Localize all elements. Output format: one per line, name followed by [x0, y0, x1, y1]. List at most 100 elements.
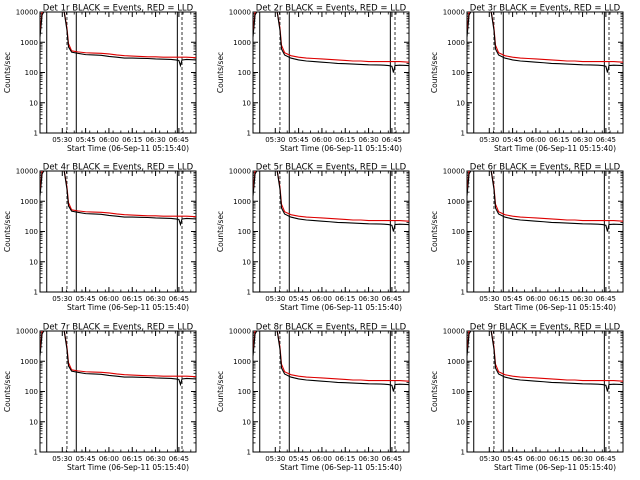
y-tick-label: 1 — [461, 130, 465, 138]
y-tick-label: 10000 — [16, 9, 38, 17]
y-tick-label: 10 — [29, 418, 38, 426]
x-tick-label: 06:30 — [358, 455, 378, 463]
x-tick-label: 05:30 — [52, 455, 72, 463]
events-rate-line — [467, 171, 623, 232]
panel-title: Det 5r BLACK = Events, RED = LLD — [256, 163, 407, 173]
y-tick-label: 100 — [25, 388, 38, 396]
events-rate-line — [467, 12, 623, 73]
x-tick-label: 06:15 — [549, 295, 569, 303]
y-tick-label: 10 — [29, 99, 38, 107]
y-tick-label: 1 — [461, 289, 465, 297]
x-tick-label: 05:45 — [76, 455, 96, 463]
y-tick-label: 10 — [242, 258, 251, 266]
x-tick-label: 06:15 — [122, 136, 142, 144]
plot-frame — [252, 330, 410, 453]
y-tick-label: 10000 — [443, 9, 465, 17]
x-tick-label: 06:45 — [169, 295, 189, 303]
x-tick-label: 05:45 — [76, 295, 96, 303]
chart-panel: 1 10 100 1000 10000 05:30 05:45 06:00 06:15 06:30… — [216, 323, 410, 472]
y-tick-label: 10000 — [443, 168, 465, 176]
x-tick-label: 06:00 — [526, 136, 546, 144]
y-tick-label: 100 — [25, 69, 38, 77]
series-group — [40, 331, 196, 387]
y-axis-title: Counts/sec — [216, 371, 225, 412]
y-axis-title: Counts/sec — [430, 371, 439, 412]
x-tick-label: 06:45 — [596, 136, 616, 144]
panel-title: Det 3r BLACK = Events, RED = LLD — [470, 4, 621, 14]
x-tick-label: 06:00 — [526, 455, 546, 463]
x-tick-label: 06:00 — [312, 455, 332, 463]
y-tick-label: 10000 — [229, 9, 251, 17]
lld-rate-line — [253, 12, 409, 63]
series-group — [467, 331, 623, 392]
y-axis-title: Counts/sec — [216, 52, 225, 93]
chart-panel: 1 10 100 1000 10000 05:30 05:45 06:00 06:15 06:30… — [216, 4, 410, 153]
y-tick-label: 1 — [461, 449, 465, 457]
series-group — [467, 171, 623, 232]
x-tick-label: 06:45 — [382, 455, 402, 463]
x-axis-title: Start Time (06-Sep-11 05:15:40) — [280, 144, 402, 153]
y-tick-label: 1000 — [20, 198, 38, 206]
y-tick-label: 1000 — [233, 358, 251, 366]
chart-panel: 1 10 100 1000 10000 05:30 05:45 06:00 06:15 06:30… — [3, 323, 197, 472]
y-tick-label: 100 — [238, 228, 251, 236]
x-tick-label: 06:15 — [549, 136, 569, 144]
y-tick-label: 1 — [34, 289, 38, 297]
y-tick-label: 1000 — [233, 39, 251, 47]
x-tick-label: 06:45 — [596, 295, 616, 303]
events-rate-line — [253, 171, 409, 232]
panel-title: Det 6r BLACK = Events, RED = LLD — [470, 163, 621, 173]
lld-rate-line — [467, 171, 623, 222]
y-tick-label: 10000 — [16, 328, 38, 336]
y-tick-label: 1000 — [447, 358, 465, 366]
events-rate-line — [253, 331, 409, 392]
x-axis-title: Start Time (06-Sep-11 05:15:40) — [494, 144, 616, 153]
events-rate-line — [467, 331, 623, 392]
panel-title: Det 7r BLACK = Events, RED = LLD — [43, 323, 194, 333]
y-tick-label: 100 — [452, 388, 465, 396]
x-tick-label: 06:15 — [335, 295, 355, 303]
y-tick-label: 10000 — [443, 328, 465, 336]
series-group — [467, 12, 623, 73]
y-tick-label: 10 — [242, 99, 251, 107]
chart-panel: 1 10 100 1000 10000 05:30 05:45 06:00 06:15 06:30… — [3, 4, 197, 153]
x-tick-label: 06:30 — [572, 455, 592, 463]
x-tick-label: 06:15 — [335, 455, 355, 463]
y-tick-label: 10000 — [229, 168, 251, 176]
y-axis-title: Counts/sec — [3, 52, 12, 93]
chart-panel: 1 10 100 1000 10000 05:30 05:45 06:00 06:15 06:30… — [430, 163, 624, 312]
x-axis-title: Start Time (06-Sep-11 05:15:40) — [494, 463, 616, 472]
x-axis-title: Start Time (06-Sep-11 05:15:40) — [67, 144, 189, 153]
lld-rate-line — [253, 171, 409, 222]
marker-lines — [46, 331, 183, 452]
panel-title: Det 8r BLACK = Events, RED = LLD — [256, 323, 407, 333]
x-tick-label: 06:00 — [312, 295, 332, 303]
y-tick-label: 10 — [456, 258, 465, 266]
chart-panel: 1 10 100 1000 10000 05:30 05:45 06:00 06:15 06:30… — [430, 4, 624, 153]
plot-frame — [466, 330, 624, 453]
panel-title: Det 1r BLACK = Events, RED = LLD — [43, 4, 194, 14]
x-tick-label: 06:00 — [99, 455, 119, 463]
x-tick-label: 05:45 — [76, 136, 96, 144]
y-axis-title: Counts/sec — [430, 52, 439, 93]
x-axis-title: Start Time (06-Sep-11 05:15:40) — [280, 463, 402, 472]
y-tick-label: 1000 — [20, 358, 38, 366]
events-rate-line — [40, 12, 196, 68]
y-axis-title: Counts/sec — [3, 211, 12, 252]
x-tick-label: 05:45 — [503, 136, 523, 144]
y-tick-label: 10 — [456, 418, 465, 426]
y-tick-label: 100 — [238, 69, 251, 77]
x-tick-label: 05:45 — [289, 295, 309, 303]
lld-rate-line — [40, 331, 196, 378]
y-tick-label: 1000 — [233, 198, 251, 206]
x-tick-label: 05:30 — [52, 295, 72, 303]
lld-rate-line — [40, 171, 196, 218]
x-axis-title: Start Time (06-Sep-11 05:15:40) — [494, 303, 616, 312]
x-axis-title: Start Time (06-Sep-11 05:15:40) — [67, 303, 189, 312]
plot-frame — [466, 11, 624, 134]
x-tick-label: 05:45 — [503, 455, 523, 463]
y-tick-label: 1 — [247, 130, 251, 138]
plot-frame — [252, 170, 410, 293]
x-tick-label: 06:30 — [358, 295, 378, 303]
x-tick-label: 06:00 — [312, 136, 332, 144]
